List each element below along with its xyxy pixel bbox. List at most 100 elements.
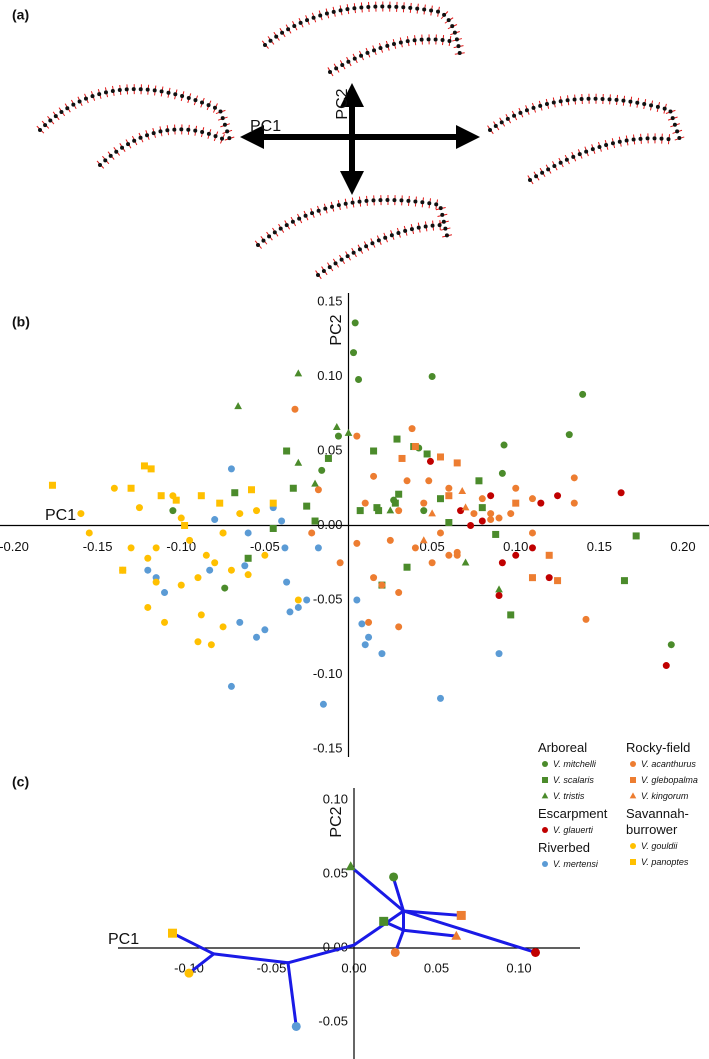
point <box>303 502 311 510</box>
point <box>390 947 400 957</box>
point <box>219 529 227 537</box>
legend-label: V. glebopalma <box>641 775 698 785</box>
point <box>177 581 185 589</box>
legend-label: V. mitchelli <box>553 759 596 769</box>
point <box>197 611 205 619</box>
point <box>231 489 239 497</box>
point <box>579 390 587 398</box>
point <box>140 462 148 470</box>
x-tick-label: 0.10 <box>503 539 528 554</box>
point <box>48 481 56 489</box>
point <box>286 608 294 616</box>
point <box>428 509 436 517</box>
point <box>408 425 416 433</box>
point <box>319 700 327 708</box>
point <box>542 827 548 833</box>
point <box>269 499 277 507</box>
point <box>283 447 291 455</box>
point <box>119 566 127 574</box>
point <box>507 510 515 518</box>
point <box>344 428 353 436</box>
point <box>172 496 180 504</box>
point <box>253 507 261 515</box>
axis-label: PC1 <box>250 118 281 135</box>
x-tick-label: 0.20 <box>670 539 695 554</box>
legend-swatch <box>542 761 548 767</box>
point <box>236 618 244 626</box>
point <box>207 641 215 649</box>
point <box>495 585 503 593</box>
point <box>216 499 224 507</box>
point <box>537 499 545 507</box>
point <box>582 615 590 623</box>
point <box>423 450 431 458</box>
branch <box>349 865 405 913</box>
point <box>291 405 299 413</box>
point <box>512 551 520 559</box>
axis-label: PC2 <box>328 806 345 837</box>
point <box>445 492 453 500</box>
point <box>478 504 486 512</box>
point <box>318 466 326 474</box>
point <box>453 548 461 556</box>
point <box>324 454 332 462</box>
point <box>365 633 373 641</box>
point <box>314 544 322 552</box>
point <box>152 544 160 552</box>
legend-entry: V. panoptes <box>626 854 708 870</box>
point <box>487 516 495 524</box>
y-tick-label: 0.05 <box>323 865 348 880</box>
branch <box>402 928 458 938</box>
point <box>227 465 235 473</box>
legend-swatch <box>542 777 548 783</box>
point <box>411 544 419 552</box>
x-tick-label: -0.10 <box>174 960 204 975</box>
legend-entry: V. mitchelli <box>538 756 620 772</box>
point <box>617 489 625 497</box>
point <box>294 596 302 604</box>
point <box>398 454 406 462</box>
point <box>294 369 303 377</box>
x-tick-label: 0.10 <box>506 960 531 975</box>
legend-swatch <box>630 761 636 767</box>
point <box>570 474 578 482</box>
legend-label: V. mertensi <box>553 859 598 869</box>
legend-label: V. gouldii <box>641 841 678 851</box>
legend-label: V. panoptes <box>641 857 689 867</box>
branch <box>402 909 537 954</box>
x-tick-label: 0.15 <box>587 539 612 554</box>
x-tick-label: -0.15 <box>83 539 113 554</box>
point <box>194 574 202 582</box>
point <box>495 514 503 522</box>
point <box>247 486 255 494</box>
y-tick-label: -0.10 <box>313 666 343 681</box>
panel-label: (b) <box>12 314 30 330</box>
y-tick-label: -0.05 <box>313 591 343 606</box>
point <box>177 514 185 522</box>
point <box>512 484 520 492</box>
point <box>261 626 269 634</box>
point <box>565 431 573 439</box>
point <box>283 578 291 586</box>
point <box>391 499 399 507</box>
point <box>353 539 361 547</box>
point <box>135 504 143 512</box>
point <box>436 694 444 702</box>
point <box>350 349 358 357</box>
point <box>395 507 403 515</box>
legend-swatch <box>630 843 636 849</box>
branch <box>171 931 216 956</box>
point <box>395 490 403 498</box>
axis-label: PC1 <box>45 507 76 524</box>
legend-group: Arboreal <box>538 740 588 755</box>
point <box>630 843 636 849</box>
point <box>570 499 578 507</box>
point <box>467 522 475 529</box>
point <box>542 761 548 767</box>
x-tick-label: 0.05 <box>424 960 449 975</box>
point <box>202 551 210 559</box>
legend-group: Savannah-burrower <box>626 806 689 837</box>
point <box>244 554 252 562</box>
y-tick-label: 0.05 <box>317 442 342 457</box>
